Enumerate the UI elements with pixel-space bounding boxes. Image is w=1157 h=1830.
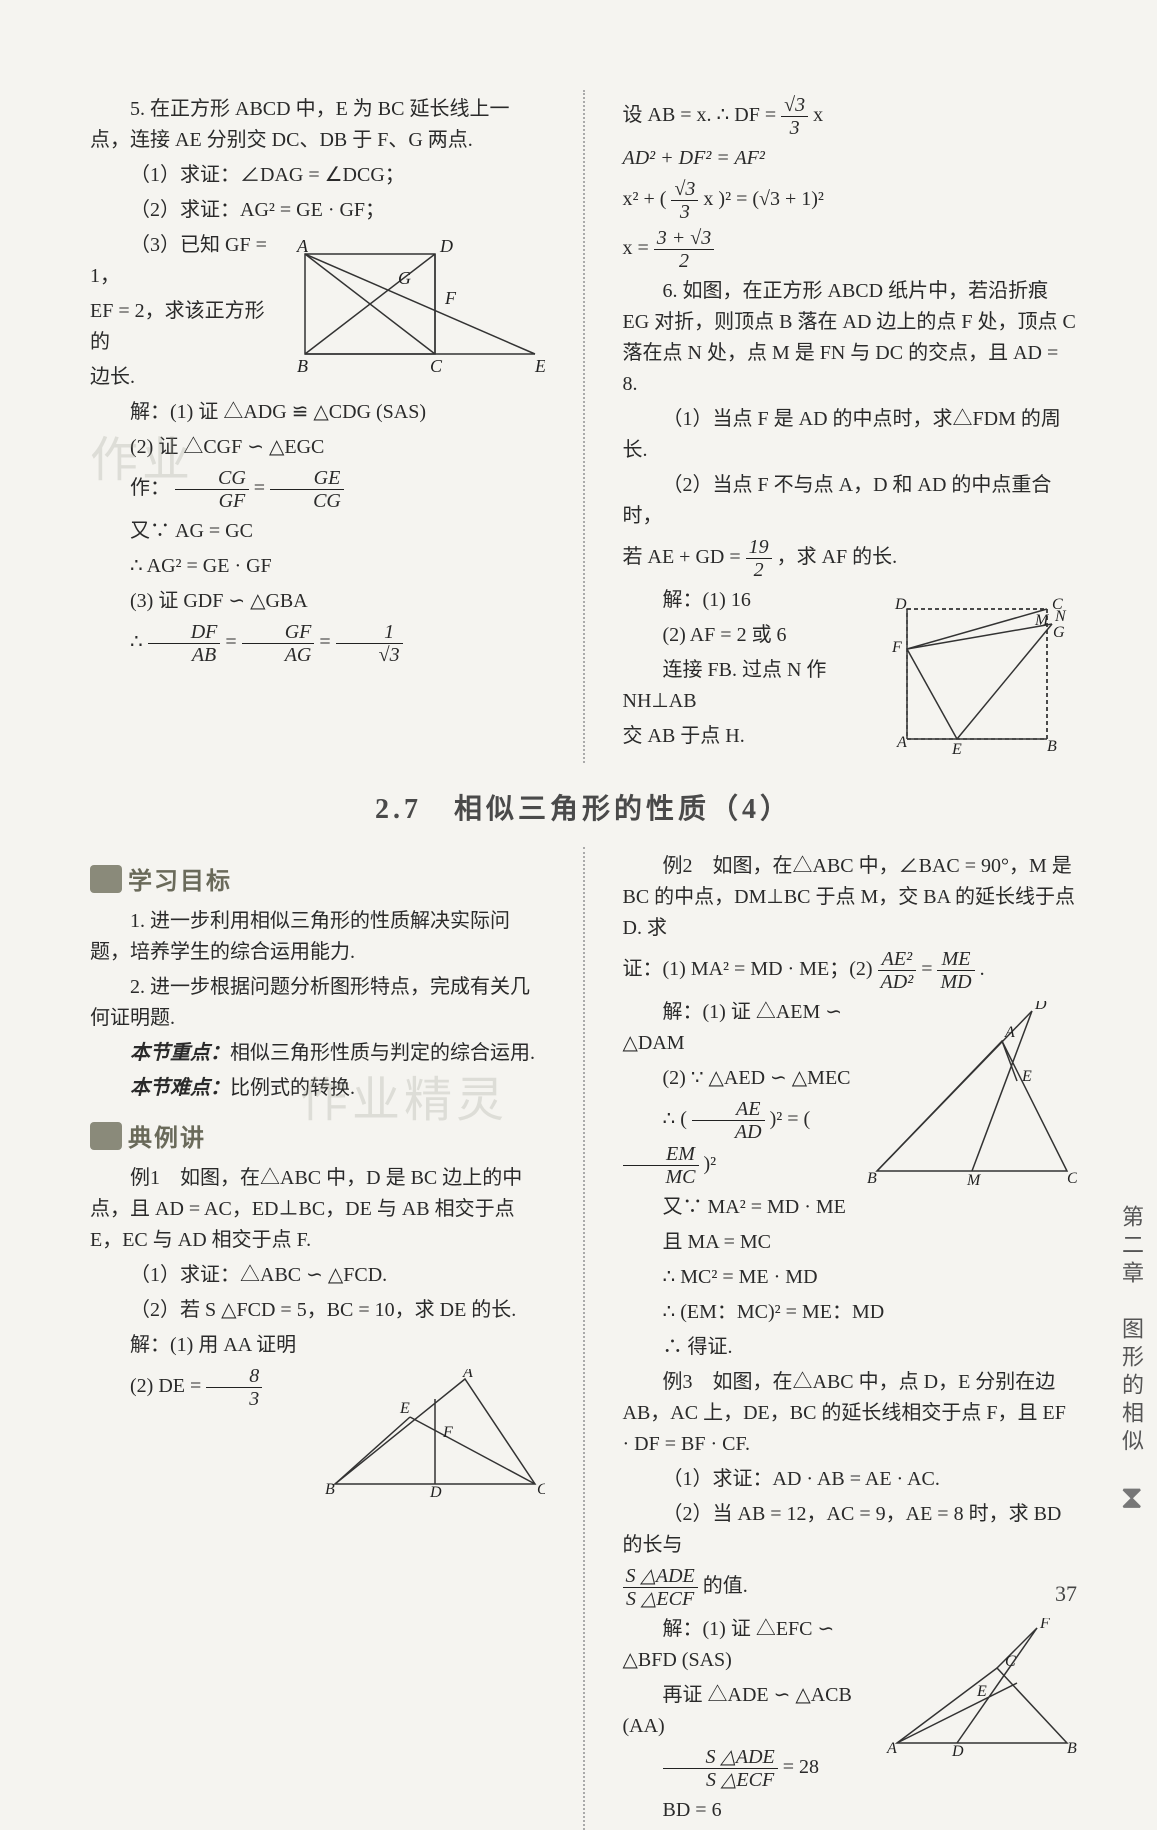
ex2-s6: ∴ MC² = ME · MD <box>623 1262 1078 1293</box>
p5-q2: （2）求证：AG² = GE · GF； <box>90 195 545 226</box>
svg-text:C: C <box>1067 1170 1077 1187</box>
svg-text:A: A <box>1004 1024 1015 1041</box>
ex1-q2: （2）若 S △FCD = 5，BC = 10，求 DE 的长. <box>90 1295 545 1326</box>
svg-text:B: B <box>297 356 308 376</box>
svg-text:A: A <box>462 1369 473 1381</box>
ex3-q2b: S △ADES △ECF 的值. <box>623 1565 1078 1610</box>
book-icon <box>90 865 122 893</box>
figure-6: A B C D E F G M N <box>887 589 1077 759</box>
heading-goals: 学习目标 <box>90 861 545 896</box>
p5-q1: （1）求证：∠DAG = ∠DCG； <box>90 160 545 191</box>
ex2-intro: 例2 如图，在△ABC 中，∠BAC = 90°，M 是 BC 的中点，DM⊥B… <box>623 851 1078 944</box>
p6-q2b: 若 AE + GD = 192 ，求 AF 的长. <box>623 536 1078 581</box>
svg-text:E: E <box>399 1400 410 1417</box>
top-left-col: 5. 在正方形 ABCD 中，E 为 BC 延长线上一点，连接 AE 分别交 D… <box>90 90 545 763</box>
p5-sol6: (3) 证 GDF ∽ △GBA <box>90 586 545 617</box>
svg-text:D: D <box>1034 1001 1047 1013</box>
ex1-intro: 例1 如图，在△ABC 中，D 是 BC 边上的中点，且 AD = AC，ED⊥… <box>90 1163 545 1256</box>
svg-text:G: G <box>398 268 411 288</box>
top-divider <box>583 90 585 763</box>
heading-examples: 典例讲 <box>90 1118 545 1153</box>
bottom-block: 学习目标 1. 进一步利用相似三角形的性质解决实际问题，培养学生的综合运用能力.… <box>90 847 1077 1830</box>
bottom-right-col: 例2 如图，在△ABC 中，∠BAC = 90°，M 是 BC 的中点，DM⊥B… <box>623 847 1078 1830</box>
ex3-intro: 例3 如图，在△ABC 中，点 D，E 分别在边 AB，AC 上，DE，BC 的… <box>623 1367 1078 1460</box>
r-l4: x = 3 + √32 <box>623 227 1078 272</box>
svg-text:A: A <box>296 236 309 256</box>
p5-intro: 5. 在正方形 ABCD 中，E 为 BC 延长线上一点，连接 AE 分别交 D… <box>90 94 545 156</box>
page-number: 37 <box>1055 1581 1077 1607</box>
goal-1: 1. 进一步利用相似三角形的性质解决实际问题，培养学生的综合运用能力. <box>90 906 545 968</box>
p5-sol1: 解：(1) 证 △ADG ≌ △CDG (SAS) <box>90 397 545 428</box>
svg-text:A: A <box>896 734 907 751</box>
bottom-left-col: 学习目标 1. 进一步利用相似三角形的性质解决实际问题，培养学生的综合运用能力.… <box>90 847 545 1830</box>
svg-text:G: G <box>1053 624 1065 641</box>
p5-sol5: ∴ AG² = GE · GF <box>90 551 545 582</box>
goal-2: 2. 进一步根据问题分析图形特点，完成有关几何证明题. <box>90 972 545 1034</box>
svg-text:N: N <box>1054 608 1067 625</box>
figure-ex1: A B C D E F <box>315 1369 545 1499</box>
ex2-prove: 证：(1) MA² = MD · ME；(2) AE²AD² = MEMD . <box>623 948 1078 993</box>
figure-ex2: A B C D E M <box>857 1001 1077 1191</box>
top-block: 5. 在正方形 ABCD 中，E 为 BC 延长线上一点，连接 AE 分别交 D… <box>90 90 1077 763</box>
ex1-s1: 解：(1) 用 AA 证明 <box>90 1330 545 1361</box>
svg-text:B: B <box>1067 1740 1077 1757</box>
ex2-s5: 且 MA = MC <box>623 1227 1078 1258</box>
ex3-q2: （2）当 AB = 12，AC = 9，AE = 8 时，求 BD 的长与 <box>623 1499 1078 1561</box>
svg-text:A: A <box>886 1740 897 1757</box>
svg-text:E: E <box>1021 1068 1032 1085</box>
top-right-col: 设 AB = x. ∴ DF = √33 x AD² + DF² = AF² x… <box>623 90 1078 763</box>
p6-q1: （1）当点 F 是 AD 的中点时，求△FDM 的周长. <box>623 404 1078 466</box>
svg-text:C: C <box>430 356 443 376</box>
svg-text:M: M <box>966 1172 982 1189</box>
r-l2: AD² + DF² = AF² <box>623 143 1078 174</box>
svg-text:B: B <box>325 1481 335 1498</box>
r-l3: x² + ( √33 x )² = (√3 + 1)² <box>623 178 1078 223</box>
svg-text:C: C <box>1005 1653 1016 1670</box>
heading-examples-label: 典例讲 <box>128 1118 206 1153</box>
section-title: 2.7 相似三角形的性质（4） <box>90 787 1077 827</box>
svg-text:D: D <box>429 1484 442 1499</box>
r-l1: 设 AB = x. ∴ DF = √33 x <box>623 94 1078 139</box>
svg-text:F: F <box>1039 1618 1050 1632</box>
p5-sol2: (2) 证 △CGF ∽ △EGC <box>90 432 545 463</box>
svg-text:E: E <box>976 1683 987 1700</box>
hourglass-icon: ⧗ <box>1121 1479 1143 1517</box>
ex3-s4: BD = 6 <box>623 1795 1078 1826</box>
svg-text:B: B <box>867 1170 877 1187</box>
key-point: 本节重点：相似三角形性质与判定的综合运用. <box>90 1038 545 1069</box>
ex1-q1: （1）求证：△ABC ∽ △FCD. <box>90 1260 545 1291</box>
svg-text:B: B <box>1047 738 1057 755</box>
p6-q2a: （2）当点 F 不与点 A，D 和 AD 的中点重合时， <box>623 470 1078 532</box>
gear-icon <box>90 1122 122 1150</box>
svg-text:E: E <box>534 356 545 376</box>
figure-5: A D B C E F G <box>285 234 545 384</box>
svg-text:D: D <box>894 596 907 613</box>
p5-sol3: 作： CGGF = GECG <box>90 467 545 512</box>
svg-text:F: F <box>442 1424 453 1441</box>
chapter-tab: 第二章 图形的相似 <box>1115 1205 1147 1457</box>
bottom-divider <box>583 847 585 1830</box>
svg-text:D: D <box>951 1743 964 1758</box>
figure-ex3: A B C D E F <box>877 1618 1077 1758</box>
p5-sol7: ∴ DFAB = GFAG = 1√3 <box>90 621 545 666</box>
svg-text:D: D <box>439 236 453 256</box>
svg-text:M: M <box>1034 612 1050 629</box>
heading-goals-label: 学习目标 <box>128 861 232 896</box>
ex2-s8: ∴ 得证. <box>623 1332 1078 1363</box>
p5-sol4: 又∵ AG = GC <box>90 516 545 547</box>
ex2-s7: ∴ (EM：MC)² = ME：MD <box>623 1297 1078 1328</box>
svg-text:C: C <box>537 1481 545 1498</box>
svg-text:F: F <box>891 639 902 656</box>
ex3-q1: （1）求证：AD · AB = AE · AC. <box>623 1464 1078 1495</box>
svg-text:F: F <box>444 288 457 308</box>
ex2-s4: 又∵ MA² = MD · ME <box>623 1192 1078 1223</box>
svg-text:E: E <box>951 741 962 758</box>
difficulty: 本节难点：比例式的转换. <box>90 1073 545 1104</box>
p6-intro: 6. 如图，在正方形 ABCD 纸片中，若沿折痕 EG 对折，则顶点 B 落在 … <box>623 276 1078 400</box>
